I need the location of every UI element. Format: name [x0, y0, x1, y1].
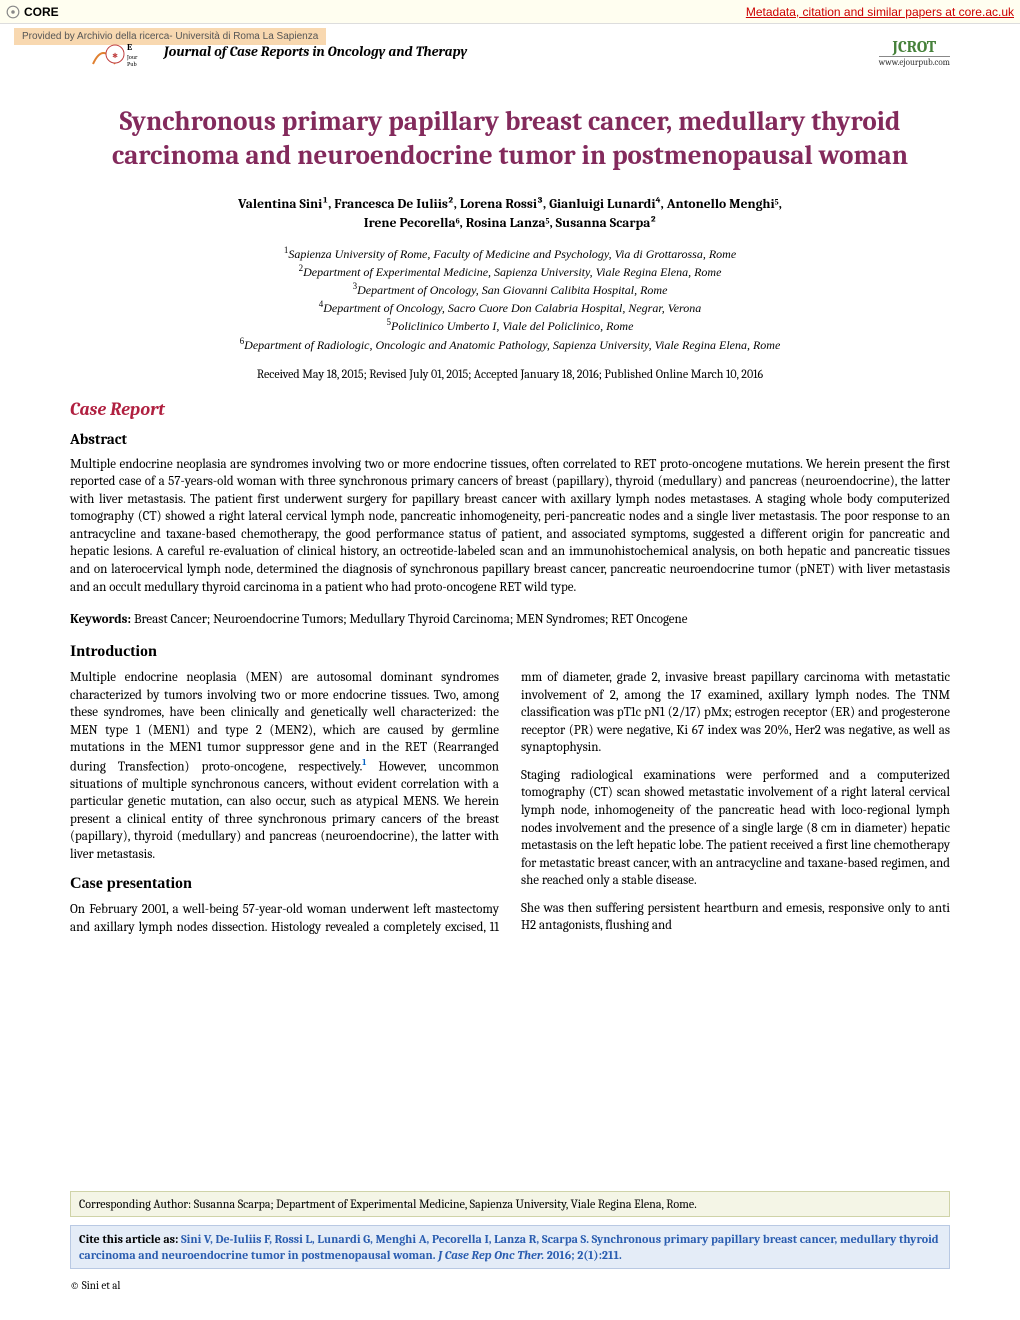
journal-header: ✱ E Jour Pub Journal of Case Reports in … — [0, 33, 1020, 73]
authors-line-1: Valentina Sini¹, Francesca De Iuliis², L… — [238, 197, 782, 212]
affiliation-1: Sapienza University of Rome, Faculty of … — [288, 247, 736, 261]
publisher-logo: ✱ E Jour Pub — [70, 33, 160, 73]
intro-text-b: However, uncommon situations of multiple… — [70, 759, 499, 862]
case-paragraph-3: She was then suffering persistent heartb… — [521, 900, 950, 935]
core-banner: CORE Metadata, citation and similar pape… — [0, 0, 1020, 24]
journal-logo-right: JCROT www.ejourpub.com — [879, 38, 950, 68]
affiliation-5: Policlinico Umberto I, Viale del Policli… — [391, 319, 633, 333]
citation-box: Cite this article as: Sini V, De-Iuliis … — [70, 1225, 950, 1269]
citation-issue[interactable]: 2016; 2(1):211. — [544, 1248, 622, 1262]
core-label: CORE — [24, 5, 59, 19]
citation-journal[interactable]: J Case Rep Onc Ther. — [438, 1248, 544, 1262]
keywords-text: Breast Cancer; Neuroendocrine Tumors; Me… — [131, 612, 687, 627]
article-title: Synchronous primary papillary breast can… — [70, 105, 950, 173]
authors-list: Valentina Sini¹, Francesca De Iuliis², L… — [70, 195, 950, 234]
introduction-heading: Introduction — [70, 643, 950, 661]
journal-title: Journal of Case Reports in Oncology and … — [164, 43, 467, 60]
intro-paragraph: Multiple endocrine neoplasia (MEN) are a… — [70, 669, 499, 863]
abstract-heading: Abstract — [70, 430, 950, 448]
cite-label: Cite this article as: — [79, 1232, 181, 1246]
abstract-body: Multiple endocrine neoplasia are syndrom… — [70, 456, 950, 596]
keywords-label: Keywords: — [70, 612, 131, 627]
corresponding-author-box: Corresponding Author: Susanna Scarpa; De… — [70, 1191, 950, 1217]
svg-text:Jour: Jour — [126, 54, 138, 61]
jcrot-brand: JCROT — [879, 38, 950, 56]
svg-text:Pub: Pub — [127, 61, 137, 68]
case-presentation-heading: Case presentation — [70, 873, 499, 895]
journal-url: www.ejourpub.com — [879, 56, 950, 68]
core-brand: CORE — [6, 5, 59, 19]
affiliation-6: Department of Radiologic, Oncologic and … — [244, 338, 780, 352]
svg-text:E: E — [127, 43, 132, 53]
case-report-heading: Case Report — [70, 399, 950, 420]
core-metadata-link[interactable]: Metadata, citation and similar papers at… — [746, 5, 1014, 19]
affiliations: 1Sapienza University of Rome, Faculty of… — [70, 244, 950, 353]
page-footer: Corresponding Author: Susanna Scarpa; De… — [70, 1191, 950, 1292]
case-paragraph-2: Staging radiological examinations were p… — [521, 767, 950, 890]
svg-text:✱: ✱ — [112, 52, 118, 60]
affiliation-2: Department of Experimental Medicine, Sap… — [303, 265, 721, 279]
keywords-line: Keywords: Breast Cancer; Neuroendocrine … — [70, 612, 950, 627]
publication-dates: Received May 18, 2015; Revised July 01, … — [70, 367, 950, 381]
affiliation-3: Department of Oncology, San Giovanni Cal… — [357, 283, 667, 297]
copyright-line: © Sini et al — [70, 1279, 950, 1292]
authors-line-2: Irene Pecorella⁶, Rosina Lanza⁵, Susanna… — [364, 216, 656, 231]
core-icon — [6, 5, 20, 19]
affiliation-4: Department of Oncology, Sacro Cuore Don … — [323, 301, 701, 315]
body-columns: Multiple endocrine neoplasia (MEN) are a… — [70, 669, 950, 940]
